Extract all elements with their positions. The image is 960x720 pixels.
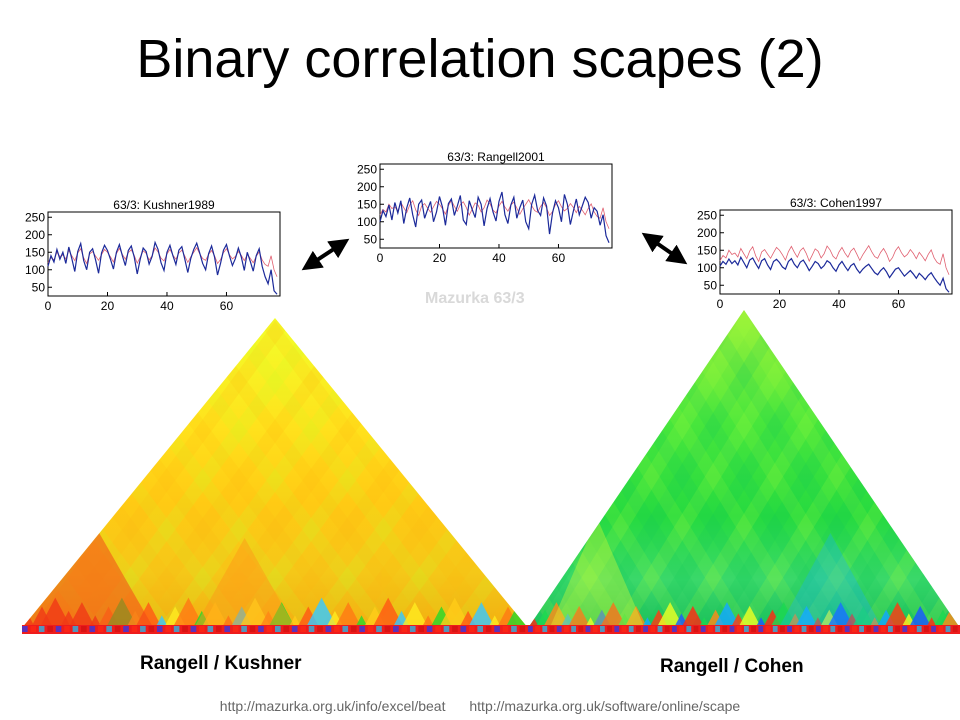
piece-label: Mazurka 63/3 <box>425 290 525 307</box>
tempo-series-1 <box>47 240 278 295</box>
tempo-series-0 <box>47 246 278 277</box>
caption-rangell-kushner: Rangell / Kushner <box>140 653 302 674</box>
url-scape[interactable]: http://mazurka.org.uk/software/online/sc… <box>469 698 741 714</box>
y-tick-label: 200 <box>697 226 717 240</box>
tempo-series-1 <box>379 191 610 243</box>
plot-frame <box>47 211 281 297</box>
y-tick-label: 150 <box>357 197 377 211</box>
x-tick-label: 20 <box>773 297 787 311</box>
x-tick-label: 40 <box>832 297 846 311</box>
right-arrow <box>641 232 688 265</box>
x-tick-label: 60 <box>220 299 234 313</box>
chart-title: 63/3: Rangell2001 <box>447 150 545 164</box>
y-tick-label: 250 <box>25 210 45 224</box>
y-tick-label: 250 <box>357 162 377 176</box>
caption-rangell-cohen: Rangell / Cohen <box>660 656 804 677</box>
tempo-series-1 <box>719 255 950 293</box>
y-tick-label: 200 <box>25 228 45 242</box>
y-tick-label: 150 <box>697 243 717 257</box>
x-tick-label: 20 <box>433 251 447 265</box>
scape-triangle <box>528 310 960 628</box>
x-tick-label: 0 <box>717 297 724 311</box>
chart-title: 63/3: Cohen1997 <box>790 196 882 210</box>
scape-triangle <box>22 318 528 628</box>
slide-title: Binary correlation scapes (2) <box>136 29 824 89</box>
x-tick-label: 0 <box>377 251 384 265</box>
y-tick-label: 150 <box>25 245 45 259</box>
scape-plot-kushner <box>22 318 528 634</box>
x-tick-label: 40 <box>492 251 506 265</box>
tempo-chart-cohen: 63/3: Cohen1997 50 100 150 200 250 0 20 40 60 <box>690 196 960 324</box>
plot-frame <box>379 163 613 249</box>
y-tick-label: 200 <box>357 180 377 194</box>
x-tick-label: 20 <box>101 299 115 313</box>
url-beat[interactable]: http://mazurka.org.uk/info/excel/beat <box>219 698 446 714</box>
chart-title: 63/3: Kushner1989 <box>113 198 215 212</box>
x-tick-label: 60 <box>552 251 566 265</box>
url-footer: http://mazurka.org.uk/info/excel/beat ht… <box>0 698 960 714</box>
y-tick-label: 50 <box>32 280 46 294</box>
y-tick-label: 50 <box>704 278 718 292</box>
scape-plot-cohen <box>528 310 960 634</box>
y-tick-label: 100 <box>357 215 377 229</box>
y-tick-label: 50 <box>364 232 378 246</box>
tempo-series-0 <box>719 244 950 275</box>
y-tick-label: 100 <box>25 263 45 277</box>
tempo-series-0 <box>379 198 610 229</box>
plot-frame <box>719 209 953 295</box>
x-tick-label: 0 <box>45 299 52 313</box>
x-tick-label: 60 <box>892 297 906 311</box>
y-tick-label: 100 <box>697 261 717 275</box>
left-arrow <box>301 238 350 271</box>
tempo-chart-kushner: 63/3: Kushner1989 50 100 150 200 250 0 20 40 60 <box>18 198 288 326</box>
x-tick-label: 40 <box>160 299 174 313</box>
tempo-chart-rangell: 63/3: Rangell2001 50 100 150 200 250 0 20 40 60 <box>350 150 620 278</box>
y-tick-label: 250 <box>697 208 717 222</box>
